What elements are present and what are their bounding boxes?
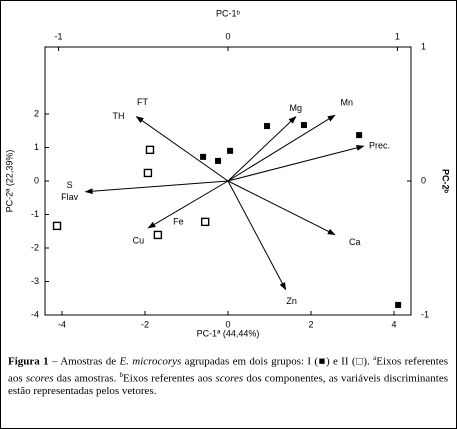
vector-label: Cu: [133, 235, 145, 245]
caption: Figura 1 – Amostras de E. microcorys agr…: [8, 352, 448, 398]
y2-axis-label: PC-2ᵇ: [441, 169, 451, 194]
score-point: [52, 221, 62, 231]
x2-axis-label: PC-1ᵇ: [216, 8, 241, 18]
caption-part: b: [119, 370, 123, 379]
score-point: [215, 157, 222, 164]
loading-vector: [227, 115, 297, 182]
caption-part: scores: [25, 372, 54, 385]
caption-part: Eixos referentes aos: [8, 355, 448, 385]
x-tick-label: -4: [58, 319, 66, 329]
score-point: [300, 122, 307, 129]
caption-part: ).: [363, 355, 374, 368]
vector-label: Mg: [290, 103, 303, 113]
caption-part: das amostras.: [53, 372, 120, 385]
caption-part: a: [373, 354, 377, 362]
loading-vector: [84, 180, 229, 195]
loading-vector: [227, 144, 365, 182]
vector-label: TH: [113, 111, 125, 121]
y-tick-label: -2: [31, 242, 39, 252]
vector-label: Ca: [349, 237, 361, 247]
score-point: [395, 301, 402, 308]
vector-label: Flav: [61, 192, 79, 202]
y-tick-label: -4: [31, 309, 39, 319]
score-point: [200, 153, 207, 160]
score-point: [143, 168, 153, 178]
caption-part: □: [355, 355, 364, 368]
score-point: [264, 123, 271, 130]
x-axis-label: PC-1ª (44,44%): [197, 328, 260, 338]
loading-vector: [135, 116, 229, 182]
loading-vector: [227, 180, 287, 291]
caption-part: Eixos referentes aos: [122, 372, 216, 385]
score-point: [227, 147, 234, 154]
caption-part: dos componentes, as variáveis discrimina…: [8, 372, 448, 398]
vector-label: Fe: [173, 216, 184, 226]
score-point: [200, 217, 210, 227]
loading-vector: [147, 180, 229, 229]
y-tick-label: 1: [34, 142, 39, 152]
vector-label: Zn: [286, 296, 297, 306]
score-point: [153, 230, 163, 240]
caption-part: ■: [318, 355, 326, 368]
y-tick-label: -1: [31, 209, 39, 219]
y2-tick-label: 1: [421, 41, 426, 51]
vector-label: FT: [137, 97, 148, 107]
caption-part: agrupadas em dois grupos: I (: [181, 355, 319, 368]
caption-part: – Amostras de: [48, 355, 120, 368]
x2-tick-label: -1: [55, 31, 63, 41]
y-tick-label: -3: [31, 276, 39, 286]
vector-label: Mn: [340, 98, 353, 108]
x-tick-label: 2: [308, 319, 313, 329]
y-tick-label: 0: [34, 175, 39, 185]
score-point: [356, 132, 363, 139]
caption-part: ) e II (: [325, 355, 356, 368]
y-tick-label: 2: [34, 108, 39, 118]
x2-tick-label: 0: [225, 31, 230, 41]
caption-part: Figura 1: [8, 355, 49, 368]
x-tick-label: 0: [225, 319, 230, 329]
score-point: [145, 145, 155, 155]
loading-vector: [227, 114, 336, 182]
x-tick-label: 4: [391, 319, 396, 329]
x-tick-label: -2: [141, 319, 149, 329]
vector-label: S: [67, 180, 73, 190]
caption-part: scores: [215, 372, 244, 385]
y2-tick-label: -1: [421, 309, 429, 319]
caption-part: E. microcorys: [119, 355, 182, 368]
y2-tick-label: 0: [421, 175, 426, 185]
loading-vector: [227, 180, 336, 236]
x2-tick-label: 1: [395, 31, 400, 41]
vector-label: Prec.: [369, 141, 390, 151]
y-axis-label: PC-2ª (22,39%): [4, 150, 14, 213]
